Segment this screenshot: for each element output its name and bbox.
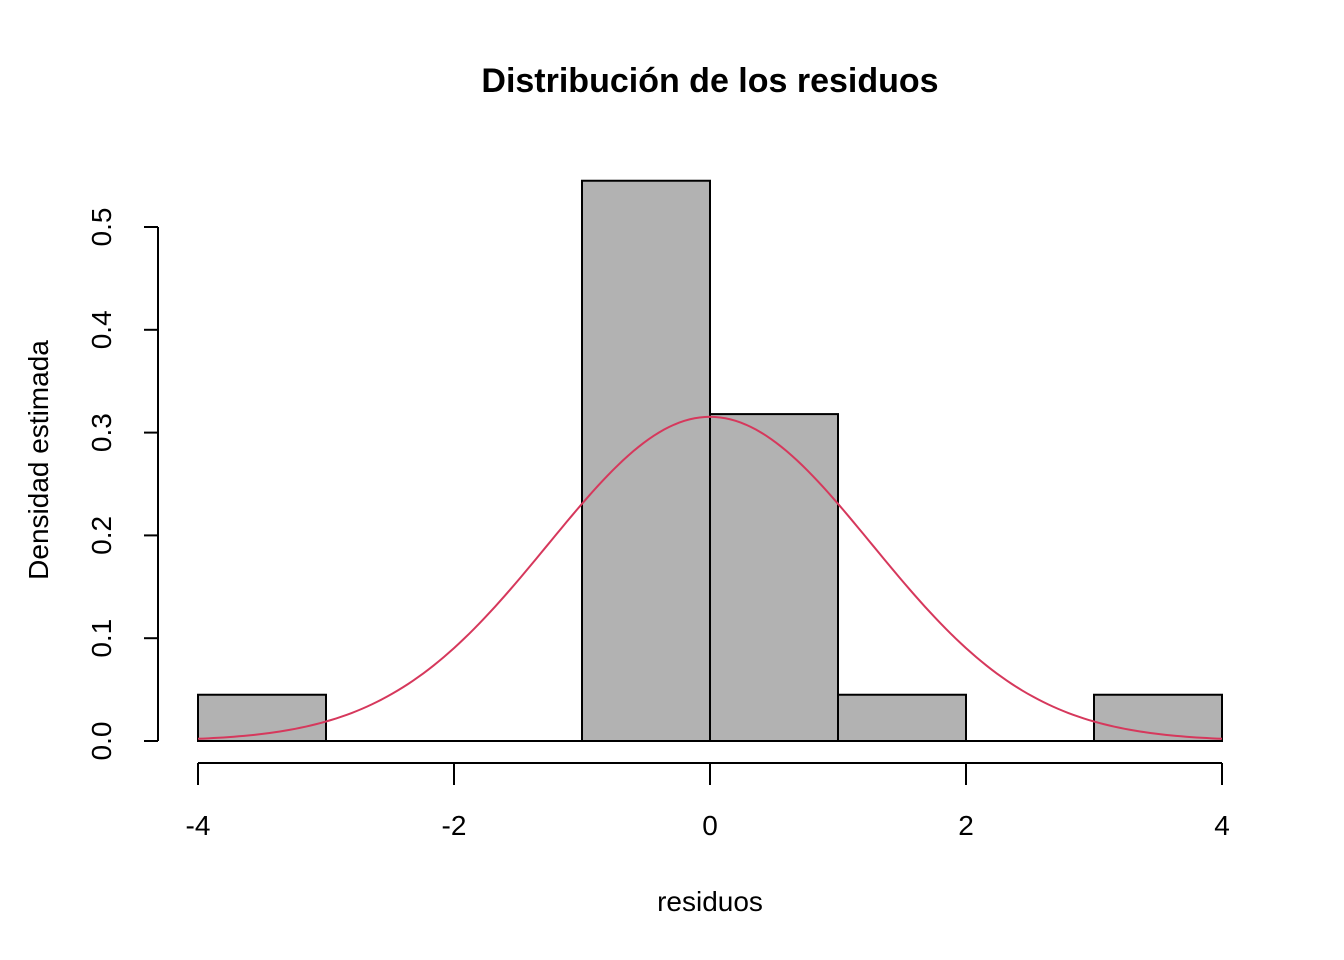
x-tick-label: -2 xyxy=(442,810,467,841)
y-tick-label: 0.5 xyxy=(86,208,117,247)
x-axis: -4 -2 0 2 4 xyxy=(186,762,1230,841)
histogram-bars xyxy=(197,179,1223,743)
y-tick-label: 0.1 xyxy=(86,619,117,658)
y-tick-label: 0.4 xyxy=(86,310,117,349)
x-tick-label: 0 xyxy=(702,810,718,841)
y-tick-label: 0.2 xyxy=(86,516,117,555)
x-tick-label: 2 xyxy=(958,810,974,841)
chart-title: Distribución de los residuos xyxy=(481,62,938,100)
x-tick-label: 4 xyxy=(1214,810,1230,841)
histogram-bar xyxy=(837,693,967,742)
histogram-bar xyxy=(709,413,839,742)
x-axis-label: residuos xyxy=(657,886,763,917)
y-axis-label: Densidad estimada xyxy=(23,340,54,580)
histogram-bar xyxy=(581,179,711,743)
y-axis: 0.0 0.1 0.2 0.3 0.4 0.5 xyxy=(86,208,159,761)
y-tick-label: 0.3 xyxy=(86,413,117,452)
x-tick-label: -4 xyxy=(186,810,211,841)
y-tick-label: 0.0 xyxy=(86,722,117,761)
normal-density-curve xyxy=(197,415,1223,740)
